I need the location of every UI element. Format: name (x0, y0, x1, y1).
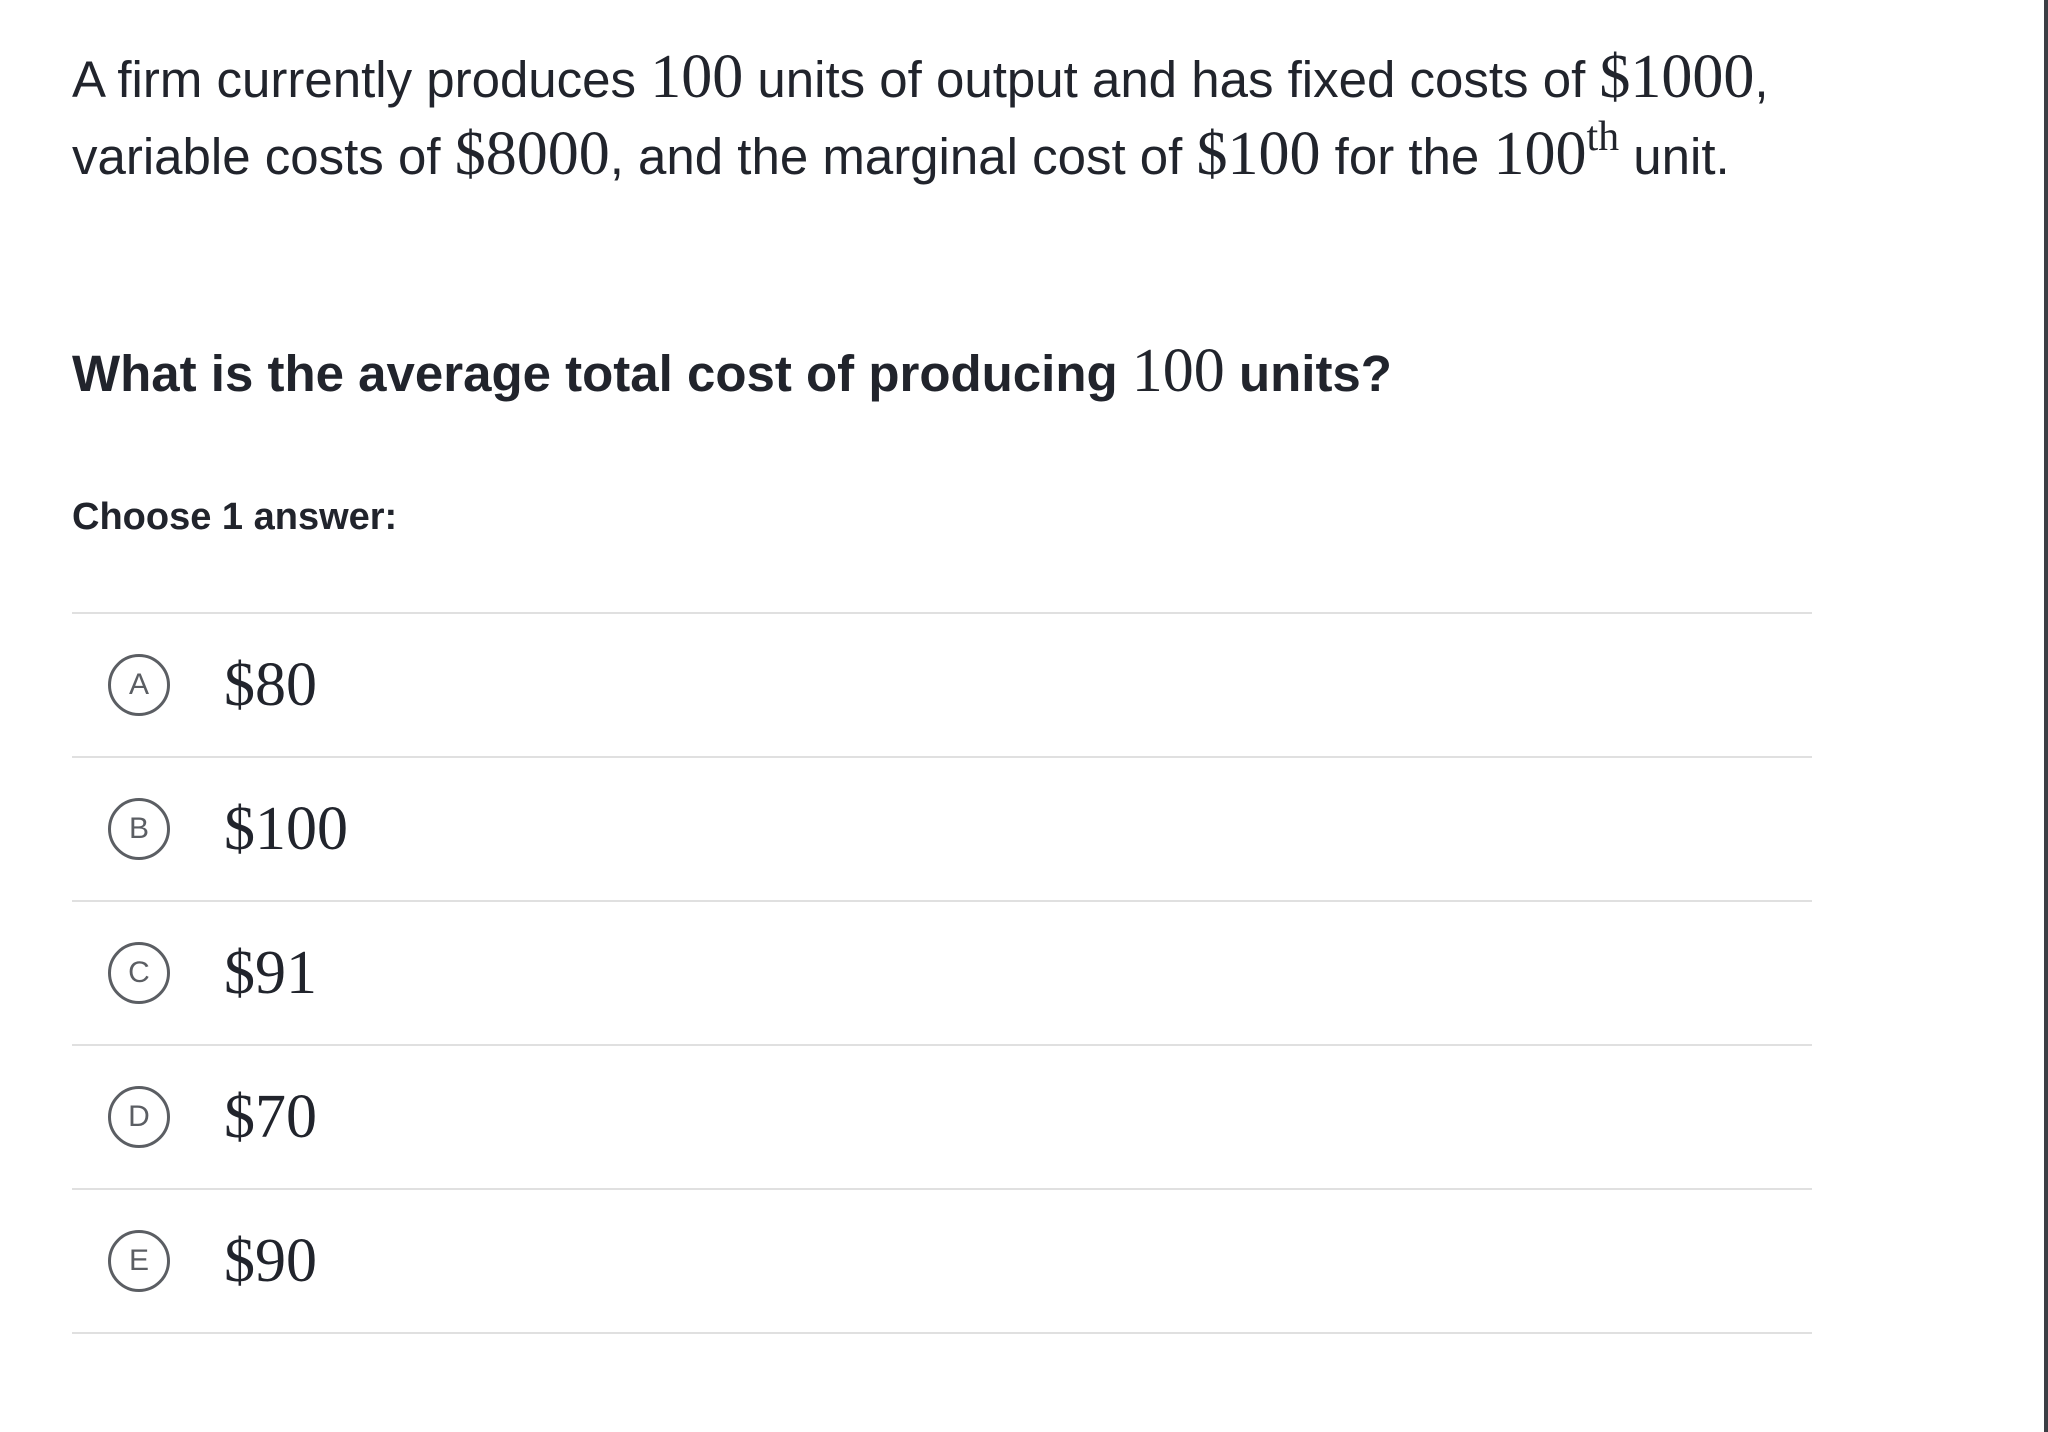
choice-text: $91 (224, 938, 317, 1007)
choice-letter-circle-icon[interactable]: D (108, 1086, 170, 1148)
choice-text: $100 (224, 794, 348, 863)
prompt-math: $100 (1196, 120, 1321, 188)
choice-letter-circle-icon[interactable]: B (108, 798, 170, 860)
choice-d[interactable]: D $70 (72, 1046, 1812, 1190)
problem-statement: A firm currently produces 100 units of o… (72, 40, 1812, 194)
prompt-text: for the (1320, 128, 1494, 185)
prompt-superscript: th (1586, 114, 1620, 160)
prompt-text: unit. (1619, 128, 1730, 185)
exercise-content: A firm currently produces 100 units of o… (72, 40, 1812, 1334)
window-edge-divider (2044, 0, 2048, 1432)
choice-e[interactable]: E $90 (72, 1190, 1812, 1334)
prompt-math: $8000 (454, 120, 610, 188)
choice-text: $80 (224, 650, 317, 719)
question-math: 100 (1131, 337, 1225, 405)
answer-choices: A $80 B $100 C $91 D $70 E $90 (72, 612, 1812, 1334)
prompt-math: 100 (650, 43, 744, 111)
question-text: units? (1224, 345, 1392, 402)
choice-text: $90 (224, 1226, 317, 1295)
choice-a[interactable]: A $80 (72, 614, 1812, 758)
prompt-text: units of output and has fixed costs of (743, 51, 1600, 108)
choice-b[interactable]: B $100 (72, 758, 1812, 902)
prompt-text: A firm currently produces (72, 51, 651, 108)
choice-text: $70 (224, 1082, 317, 1151)
prompt-math: 100 (1493, 120, 1587, 188)
answer-instruction: Choose 1 answer: (72, 496, 398, 538)
choice-letter-circle-icon[interactable]: A (108, 654, 170, 716)
question-heading: What is the average total cost of produc… (72, 336, 1392, 407)
question-text: What is the average total cost of produc… (72, 345, 1132, 402)
choice-letter-circle-icon[interactable]: E (108, 1230, 170, 1292)
prompt-text: , variable costs of (72, 51, 1769, 185)
prompt-math: $1000 (1599, 43, 1755, 111)
prompt-text: , and the marginal cost of (609, 128, 1197, 185)
choice-c[interactable]: C $91 (72, 902, 1812, 1046)
choice-letter-circle-icon[interactable]: C (108, 942, 170, 1004)
